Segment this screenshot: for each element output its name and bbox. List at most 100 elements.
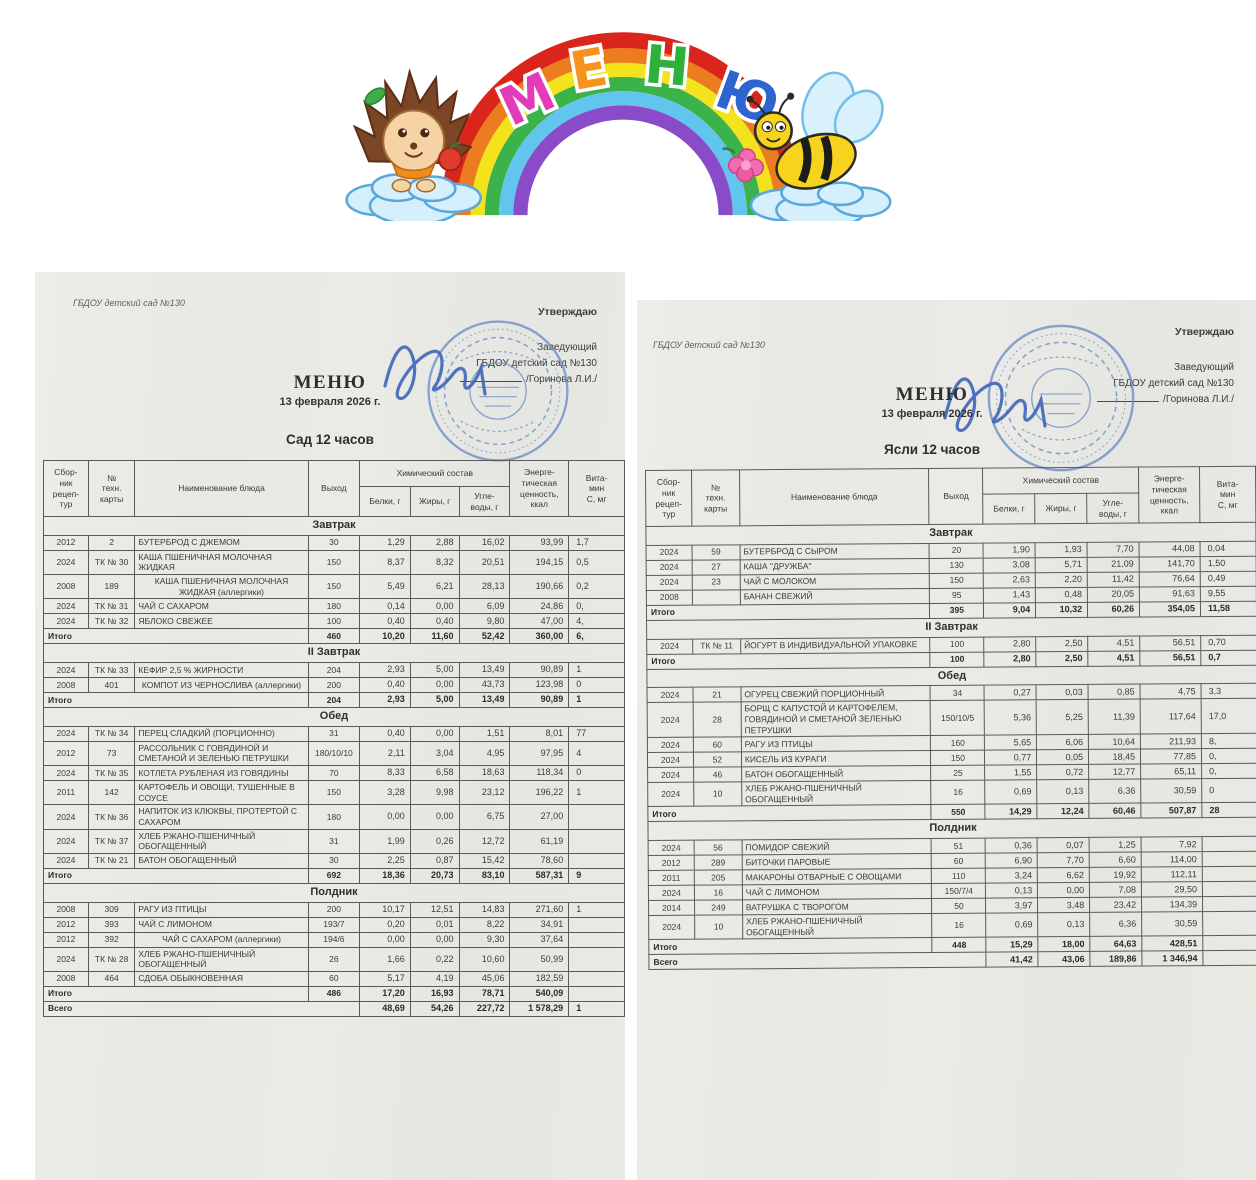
dish-name: КАША ПШЕНИЧНАЯ МОЛОЧНАЯ ЖИДКАЯ (аллергик… (134, 573, 309, 600)
grand-vitc (1202, 950, 1256, 966)
section-header-row: Завтрак (43, 516, 625, 536)
signature-icon (943, 377, 1047, 432)
approver-name: /Горинова Л.И./ (1004, 392, 1234, 408)
total-protein: 14,29 (985, 804, 1038, 820)
total-out: 692 (307, 867, 361, 884)
protein-value: 0,40 (359, 677, 411, 693)
total-protein: 9,04 (983, 602, 1036, 618)
doc-subtitle: Ясли 12 часов (883, 442, 980, 457)
portion-out: 25 (930, 765, 986, 781)
dish-name: МАКАРОНЫ ОТВАРНЫЕ С ОВОЩАМИ (742, 868, 932, 885)
dish-row: 2024 ТК № 28 ХЛЕБ РЖАНО-ПШЕНИЧНЫЙ ОБОГАЩЕН… (43, 946, 625, 972)
protein-value: 0,40 (359, 613, 411, 630)
total-vitc: 0,7 (1200, 649, 1256, 666)
total-label: Итого (43, 867, 309, 884)
section-header-row: Обед (43, 707, 625, 727)
col-dish: Наименование блюда (739, 468, 930, 526)
carbs-value: 23,12 (458, 779, 511, 806)
kcal-value: 61,19 (509, 828, 570, 854)
recipe-source: 2024 (646, 544, 693, 561)
fat-value: 9,98 (409, 779, 460, 806)
recipe-source: 2008 (43, 677, 89, 693)
recipe-source: 2024 (647, 782, 694, 807)
protein-value: 2,63 (983, 572, 1036, 588)
recipe-source: 2012 (43, 916, 89, 933)
total-fat: 2,50 (1036, 650, 1089, 667)
carbs-value: 11,39 (1088, 699, 1141, 735)
dish-row: 2024 ТК № 33 КЕФИР 2,5 % ЖИРНОСТИ 204 2,93 5,… (43, 662, 625, 678)
vitc-value: 0, (1201, 763, 1256, 779)
recipe-source: 2024 (43, 852, 89, 869)
dish-name: КОТЛЕТА РУБЛЕНАЯ ИЗ ГОВЯДИНЫ (134, 765, 309, 781)
protein-value: 5,49 (359, 573, 411, 600)
col-vitc: Вита- мин С, мг (1199, 466, 1256, 523)
vitc-value: 0,5 (568, 549, 625, 576)
fat-value: 2,50 (1035, 635, 1088, 652)
kcal-value: 91,63 (1139, 586, 1201, 602)
portion-out: 60 (931, 853, 986, 869)
vitc-value: 4, (568, 613, 625, 630)
carbs-value: 43,73 (458, 677, 511, 693)
flower-icon (722, 147, 764, 183)
protein-value: 0,00 (359, 931, 411, 948)
round-stamp-icon (987, 324, 1135, 472)
carbs-value: 10,64 (1088, 734, 1141, 750)
total-vitc: 11,58 (1200, 600, 1256, 617)
tech-card-number: ТК № 33 (87, 662, 136, 678)
total-carbs: 83,10 (458, 867, 511, 884)
portion-out: 70 (307, 765, 361, 781)
dish-row: 2024 28 БОРЩ С КАПУСТОЙ И КАРТОФЕЛЕМ, ГОВЯ… (647, 698, 1256, 738)
protein-value: 5,65 (984, 734, 1037, 751)
kcal-value: 77,85 (1140, 748, 1202, 765)
dish-name: ЧАЙ С САХАРОМ (134, 598, 309, 615)
dish-name: ХЛЕБ РЖАНО-ПШЕНИЧНЫЙ ОБОГАЩЕННЫЙ (742, 913, 933, 940)
col-protein: Белки, г (359, 486, 411, 517)
protein-value: 8,37 (359, 549, 411, 576)
dish-row: 2024 ТК № 37 ХЛЕБ РЖАНО-ПШЕНИЧНЫЙ ОБОГАЩЕН… (43, 828, 625, 854)
kcal-value: 93,99 (509, 534, 570, 551)
recipe-source: 2024 (646, 559, 693, 576)
total-out: 100 (930, 651, 985, 668)
recipe-source: 2012 (43, 740, 89, 767)
portion-out: 30 (307, 534, 361, 551)
kcal-value: 118,34 (509, 765, 570, 781)
dish-row: 2012 73 РАССОЛЬНИК С ГОВЯДИНОЙ И СМЕТАНОЙ … (43, 740, 625, 767)
dish-name: КАША ПШЕНИЧНАЯ МОЛОЧНАЯ ЖИДКАЯ (134, 549, 309, 576)
vitc-value: 1,7 (568, 534, 625, 551)
carbs-value: 20,51 (458, 549, 511, 576)
protein-value: 3,08 (983, 557, 1036, 573)
dish-name: НАПИТОК ИЗ КЛЮКВЫ, ПРОТЕРТОЙ С САХАРОМ (134, 804, 309, 830)
total-vitc (568, 985, 625, 1002)
dish-name: ЧАЙ С ЛИМОНОМ (134, 916, 309, 933)
section-total-row: Итого 204 2,93 5,00 13,49 90,89 1 (43, 692, 625, 708)
fat-value: 0,00 (409, 931, 460, 948)
dish-name: КЕФИР 2,5 % ЖИРНОСТИ (134, 662, 309, 678)
org-name: ГБДОУ детский сад №130 (73, 298, 185, 308)
carbs-value: 18,45 (1088, 749, 1141, 765)
kcal-value: 97,95 (509, 740, 570, 767)
tech-card-number: 52 (693, 751, 742, 768)
fat-value: 0,13 (1036, 779, 1090, 805)
kcal-value: 114,00 (1141, 851, 1203, 868)
portion-out: 51 (931, 838, 986, 854)
doc-subtitle: Сад 12 часов (286, 432, 374, 447)
section-header-row: Полдник (43, 882, 625, 903)
tech-card-number: 60 (693, 736, 742, 753)
dish-name: ЧАЙ С ЛИМОНОМ (742, 883, 932, 900)
total-out: 204 (307, 692, 361, 708)
dish-row: 2024 ТК № 35 КОТЛЕТА РУБЛЕНАЯ ИЗ ГОВЯДИНЫ 7… (43, 765, 625, 781)
tech-card-number: 142 (87, 779, 136, 806)
vitc-value: 0 (568, 765, 625, 781)
recipe-source: 2024 (43, 725, 89, 742)
carbs-value: 9,30 (458, 931, 511, 948)
dish-row: 2008 401 КОМПОТ ИЗ ЧЕРНОСЛИВА (аллергики) 2… (43, 677, 625, 693)
recipe-source: 2024 (647, 752, 694, 768)
approver-name: /Горинова Л.И./ (367, 372, 597, 388)
total-carbs: 60,26 (1087, 601, 1140, 618)
protein-value: 0,13 (985, 882, 1038, 899)
protein-value: 2,80 (984, 636, 1037, 652)
approve-label: Утверждаю (1174, 326, 1234, 338)
protein-value: 5,17 (359, 970, 411, 987)
protein-value: 0,00 (359, 804, 411, 830)
dish-name: РАГУ ИЗ ПТИЦЫ (134, 901, 309, 918)
